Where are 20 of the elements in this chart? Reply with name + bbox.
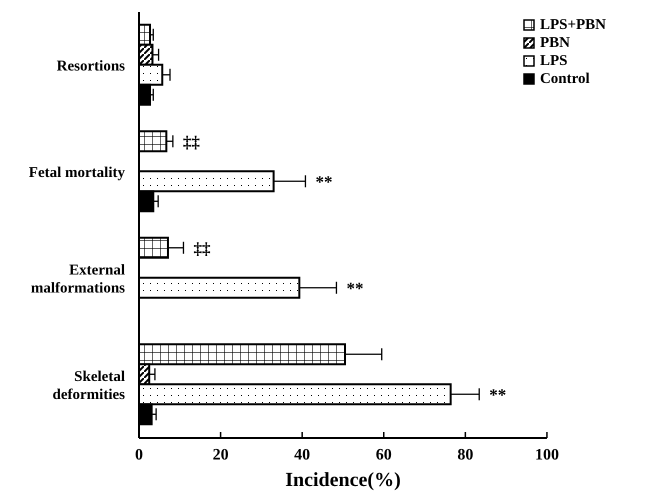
annotation: ‡‡ — [193, 238, 211, 258]
x-tick-label: 40 — [294, 446, 310, 464]
y-tick-label: Resortions — [56, 58, 126, 74]
legend-label: LPS+PBN — [540, 16, 606, 34]
legend-label: PBN — [540, 34, 570, 52]
x-tick-label: 0 — [135, 446, 143, 464]
legend-label: Control — [540, 70, 590, 88]
y-tick-label: Skeletal deformities — [52, 368, 126, 403]
y-tick-label: External malformations — [30, 262, 126, 296]
annotation: ‡‡ — [182, 132, 200, 152]
y-tick-label: Fetal mortality — [28, 164, 126, 181]
x-axis-title: Incidence(%) — [285, 469, 401, 491]
annotation: ** — [315, 172, 332, 192]
x-tick-label: 80 — [457, 446, 474, 464]
x-tick-label: 100 — [534, 446, 559, 464]
legend-label: LPS — [540, 52, 568, 70]
x-tick-label: 20 — [212, 446, 229, 464]
annotation: ** — [346, 278, 364, 298]
x-tick-label: 60 — [376, 446, 392, 464]
annotation: ** — [489, 385, 506, 404]
